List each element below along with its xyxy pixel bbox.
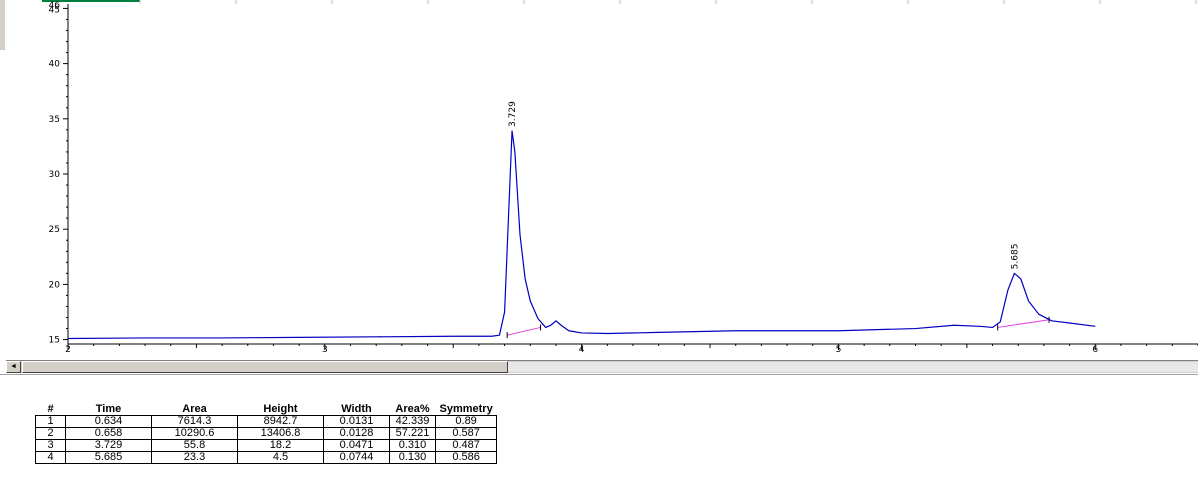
table-cell: 1	[35, 415, 66, 428]
scroll-thumb[interactable]	[22, 361, 508, 373]
peak-baseline	[507, 326, 541, 336]
x-tick-label: 3	[322, 345, 328, 355]
y-tick-label: 45	[49, 5, 60, 15]
table-cell: 0.310	[389, 439, 436, 452]
scroll-left-arrow-icon[interactable]: ◄	[6, 361, 21, 373]
table-cell: 42.339	[389, 415, 436, 428]
table-cell: 5.685	[65, 451, 152, 464]
table-cell: 0.587	[434, 427, 498, 440]
peak-retention-label: 3.729	[508, 101, 518, 127]
horizontal-scrollbar[interactable]: ◄	[6, 360, 1198, 373]
table-cell: 3.729	[65, 439, 152, 452]
table-cell: 0.89	[434, 415, 498, 428]
col-header-height: Height	[263, 402, 298, 415]
peak-table: # Time Area Height Width Area% Symmetry …	[35, 402, 498, 464]
results-pane: # Time Area Height Width Area% Symmetry …	[0, 374, 1198, 497]
x-tick-label: 2	[65, 345, 71, 355]
table-row: 2 0.658 10290.6 13406.8 0.0128 57.221 0.…	[35, 427, 498, 440]
table-header-row: # Time Area Height Width Area% Symmetry	[36, 402, 497, 416]
y-tick-label: 30	[49, 170, 61, 180]
y-tick-label: 46	[49, 1, 61, 11]
window-edge	[0, 0, 5, 50]
x-tick-label: 5	[836, 345, 842, 355]
table-cell: 55.8	[151, 439, 238, 452]
table-cell: 0.0131	[323, 415, 390, 428]
table-row: 4 5.685 23.3 4.5 0.0744 0.130 0.586	[35, 451, 498, 464]
table-cell: 3	[35, 439, 66, 452]
chromatogram-chart: 15 20 25 30 35 40 46 45 2 3 4 5 6 3.729 5.685	[42, 0, 1198, 355]
table-cell: 2	[35, 427, 66, 440]
table-cell: 0.130	[389, 451, 436, 464]
y-tick-label: 35	[49, 115, 60, 125]
table-cell: 57.221	[389, 427, 436, 440]
table-cell: 0.0744	[323, 451, 390, 464]
table-cell: 0.586	[434, 451, 498, 464]
peak-retention-label: 5.685	[1010, 244, 1020, 270]
table-row: 3 3.729 55.8 18.2 0.0471 0.310 0.487	[35, 439, 498, 452]
table-cell: 18.2	[237, 439, 324, 452]
col-header-width: Width	[341, 402, 372, 415]
y-tick-label: 25	[49, 225, 60, 235]
table-cell: 10290.6	[151, 427, 238, 440]
table-cell: 0.0128	[323, 427, 390, 440]
col-header-time: Time	[95, 402, 122, 415]
x-tick-label: 4	[579, 345, 585, 355]
y-tick-label: 40	[49, 60, 61, 70]
signal-trace	[67, 130, 1096, 340]
col-header-symmetry: Symmetry	[439, 402, 493, 415]
table-cell: 4.5	[237, 451, 324, 464]
x-tick-label: 6	[1092, 345, 1098, 355]
y-tick-label: 15	[49, 336, 60, 346]
peak-baseline	[997, 319, 1050, 328]
scroll-track[interactable]	[508, 362, 1198, 372]
table-cell: 0.634	[65, 415, 152, 428]
col-header-number: #	[47, 402, 54, 415]
table-cell: 8942.7	[237, 415, 324, 428]
table-cell: 4	[35, 451, 66, 464]
table-row: 1 0.634 7614.3 8942.7 0.0131 42.339 0.89	[35, 415, 498, 428]
table-cell: 0.658	[65, 427, 152, 440]
table-cell: 23.3	[151, 451, 238, 464]
table-cell: 0.0471	[323, 439, 390, 452]
table-cell: 7614.3	[151, 415, 238, 428]
col-header-area: Area	[182, 402, 207, 415]
y-tick-label: 20	[49, 280, 61, 290]
table-cell: 0.487	[434, 439, 498, 452]
col-header-area-percent: Area%	[395, 402, 430, 415]
table-cell: 13406.8	[237, 427, 324, 440]
